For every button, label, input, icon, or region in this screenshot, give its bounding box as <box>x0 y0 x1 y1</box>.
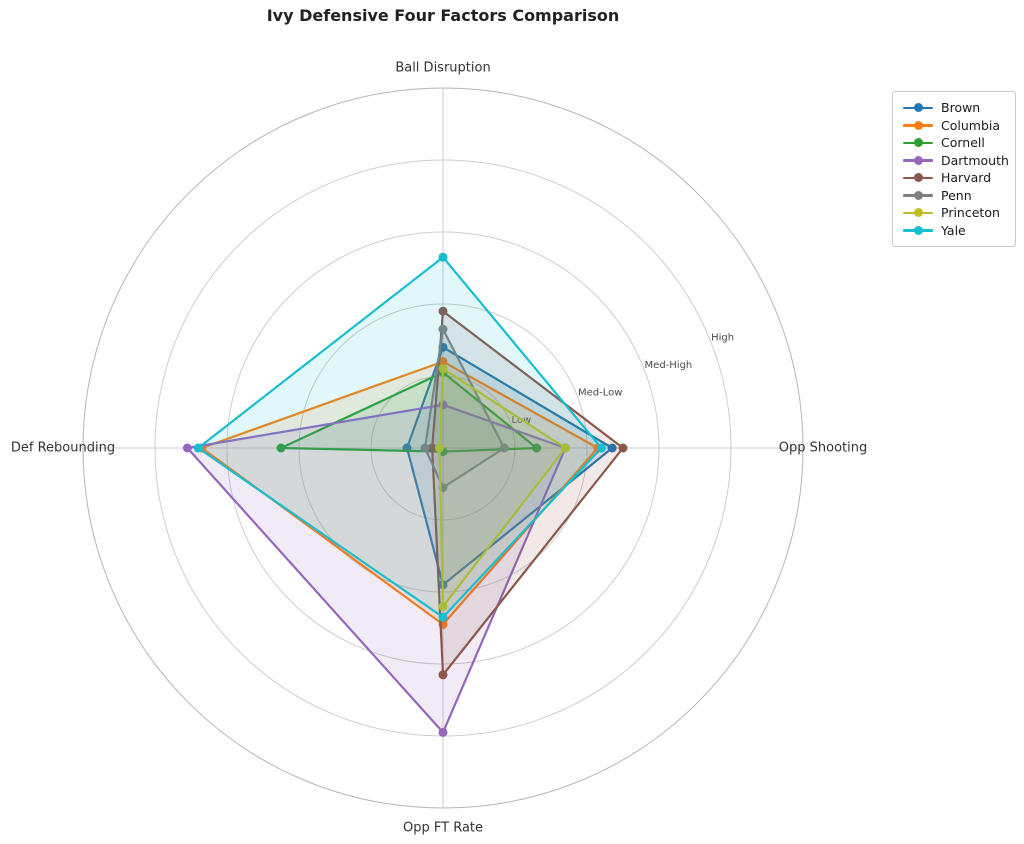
legend-dot-harvard <box>914 173 923 183</box>
series-columbia-point-0 <box>438 357 448 367</box>
legend-dot-princeton <box>914 208 923 218</box>
legend-label-brown: Brown <box>941 100 981 116</box>
series-dartmouth-point-3 <box>182 443 192 453</box>
legend-swatch-brown-icon <box>903 103 933 113</box>
axis-label-opp-shooting: Opp Shooting <box>779 441 867 456</box>
legend-swatch-princeton-icon <box>903 208 933 218</box>
series-yale-fill <box>198 257 602 618</box>
legend-item-dartmouth: Dartmouth <box>903 152 1009 170</box>
series-cornell-point-1 <box>532 443 542 453</box>
legend-dot-brown <box>914 103 923 113</box>
legend-label-penn: Penn <box>941 187 972 203</box>
chart-title: Ivy Defensive Four Factors Comparison <box>266 6 620 25</box>
legend-label-dartmouth: Dartmouth <box>941 152 1009 168</box>
series-brown-point-1 <box>607 443 617 453</box>
legend-label-cornell: Cornell <box>941 135 985 151</box>
legend-item-princeton: Princeton <box>903 204 1005 222</box>
series-cornell-fill <box>281 372 537 452</box>
series-yale-point-0 <box>438 252 448 262</box>
series-yale-point-1 <box>596 443 606 453</box>
legend-swatch-dartmouth-icon <box>903 155 933 165</box>
legend-item-yale: Yale <box>903 222 1005 240</box>
legend-swatch-yale-icon <box>903 225 933 235</box>
legend-swatch-penn-icon <box>903 190 933 200</box>
series-yale-point-2 <box>438 612 448 622</box>
legend-item-harvard: Harvard <box>903 169 1005 187</box>
series-harvard-point-3 <box>427 443 437 453</box>
series-penn-point-3 <box>420 443 430 453</box>
series-penn-point-0 <box>438 324 448 334</box>
series-princeton-point-2 <box>438 601 448 611</box>
legend-swatch-harvard-icon <box>903 173 933 183</box>
legend-item-cornell: Cornell <box>903 134 1005 152</box>
series-princeton-point-1 <box>560 443 570 453</box>
series-dartmouth-fill <box>187 404 566 733</box>
axis-label-def-rebounding: Def Rebounding <box>11 441 115 456</box>
legend-item-columbia: Columbia <box>903 117 1005 135</box>
legend-item-brown: Brown <box>903 99 1005 117</box>
radial-tick-label: High <box>711 332 734 343</box>
series-penn-point-1 <box>499 443 509 453</box>
legend-dot-columbia <box>914 120 923 130</box>
legend-label-princeton: Princeton <box>941 205 1000 221</box>
axis-label-ball-disruption: Ball Disruption <box>395 61 490 76</box>
radial-tick-label: Med-Low <box>578 387 622 398</box>
axis-label-opp-ft-rate: Opp FT Rate <box>403 821 483 836</box>
legend-dot-dartmouth <box>914 155 923 165</box>
legend-dot-penn <box>914 190 923 200</box>
series-brown-fill <box>407 347 613 585</box>
series-dartmouth-point-2 <box>438 727 448 737</box>
series-harvard-point-1 <box>618 443 628 453</box>
legend-dot-yale <box>914 225 923 235</box>
legend-swatch-columbia-icon <box>903 120 933 130</box>
legend-label-harvard: Harvard <box>941 170 992 186</box>
legend: Brown Columbia Cornell Dartmouth Harvard Penn… <box>892 91 1016 247</box>
series-princeton-point-0 <box>438 364 448 374</box>
legend-item-penn: Penn <box>903 187 1005 205</box>
legend-swatch-cornell-icon <box>903 138 933 148</box>
radial-tick-label: Med-High <box>645 360 693 371</box>
legend-label-columbia: Columbia <box>941 117 1001 133</box>
series-yale-point-3 <box>193 443 203 453</box>
series-princeton-point-3 <box>434 443 444 453</box>
legend-label-yale: Yale <box>941 222 966 238</box>
series-harvard-point-2 <box>438 670 448 680</box>
legend-dot-cornell <box>914 138 923 148</box>
series-cornell-point-3 <box>276 443 286 453</box>
series-harvard-point-0 <box>438 306 448 316</box>
